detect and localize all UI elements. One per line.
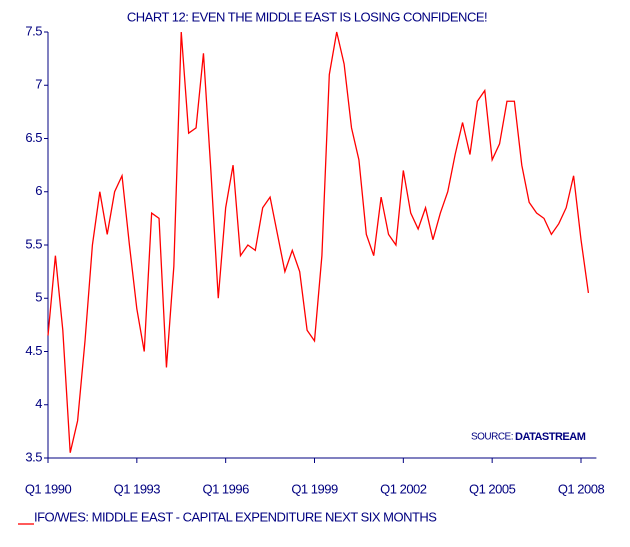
legend-label: IFO/WES: MIDDLE EAST - CAPITAL EXPENDITU… (34, 509, 437, 524)
y-tick-label: 4.5 (25, 343, 42, 358)
x-tick-label: Q1 1996 (202, 481, 249, 496)
source: DATASTREAM (515, 431, 586, 443)
x-tick-label: Q1 2002 (380, 481, 427, 496)
chart-title: CHART 12: EVEN THE MIDDLE EAST IS LOSING… (127, 9, 487, 24)
y-tick-label: 6.5 (25, 130, 42, 145)
x-tick-label: Q1 2008 (558, 481, 605, 496)
x-tick-label: Q1 2005 (469, 481, 516, 496)
x-tick-label: Q1 1993 (114, 481, 161, 496)
x-tick-label: Q1 1999 (291, 481, 338, 496)
y-tick-label: 7.5 (25, 23, 42, 38)
y-tick-label: 5 (35, 290, 42, 305)
y-tick-label: 4 (35, 396, 42, 411)
y-tick-label: 7 (35, 77, 42, 92)
line-series (47, 31, 590, 453)
x-tick-label: Q1 1990 (25, 481, 72, 496)
y-tick-label: 3.5 (25, 449, 42, 464)
source-label: SOURCE: (471, 432, 513, 443)
y-tick-label: 6 (35, 183, 42, 198)
y-tick-label: 5.5 (25, 236, 42, 251)
